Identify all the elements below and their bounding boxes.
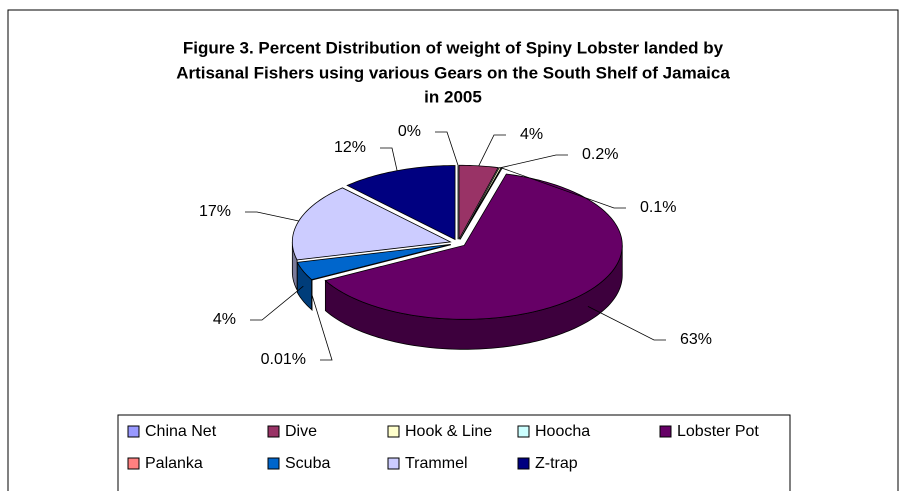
leader-line bbox=[250, 285, 304, 321]
legend-swatch bbox=[659, 425, 672, 438]
legend-label: Trammel bbox=[405, 455, 468, 472]
data-label: 0% bbox=[398, 123, 421, 140]
chart-title: Figure 3. Percent Distribution of weight… bbox=[183, 38, 724, 57]
data-label: 12% bbox=[334, 139, 366, 156]
chart-title: Artisanal Fishers using various Gears on… bbox=[176, 63, 730, 82]
legend-label: Palanka bbox=[145, 455, 203, 472]
legend-label: Hoocha bbox=[535, 423, 590, 440]
legend-swatch bbox=[517, 425, 530, 438]
leader-line bbox=[500, 154, 568, 169]
legend-swatch bbox=[127, 425, 140, 438]
legend-swatch bbox=[387, 457, 400, 470]
legend-label: Dive bbox=[285, 423, 317, 440]
slice bbox=[324, 173, 623, 320]
data-label: 0.1% bbox=[640, 199, 676, 216]
data-label: 17% bbox=[199, 203, 231, 220]
legend-swatch bbox=[127, 457, 140, 470]
slice bbox=[311, 244, 452, 281]
legend-box bbox=[117, 414, 791, 491]
legend-label: Z-trap bbox=[535, 455, 578, 472]
data-label: 0.2% bbox=[582, 146, 618, 163]
data-label: 4% bbox=[213, 311, 236, 328]
legend-label: Hook & Line bbox=[405, 423, 492, 440]
data-label: 63% bbox=[680, 331, 712, 348]
leader-line bbox=[380, 147, 398, 171]
legend-swatch bbox=[267, 425, 280, 438]
data-label: 4% bbox=[520, 126, 543, 143]
leader-line bbox=[245, 211, 299, 222]
legend-swatch bbox=[517, 457, 530, 470]
leader-line bbox=[435, 131, 459, 166]
chart-title: in 2005 bbox=[424, 87, 482, 106]
leader-line bbox=[587, 306, 666, 341]
slice bbox=[459, 167, 503, 240]
slice bbox=[296, 243, 451, 281]
data-label: 0.01% bbox=[261, 351, 306, 368]
legend-label: China Net bbox=[145, 423, 217, 440]
legend-label: Lobster Pot bbox=[677, 423, 759, 440]
slice-tops bbox=[291, 164, 623, 320]
leader-line bbox=[501, 167, 626, 209]
leader-line bbox=[478, 134, 506, 167]
legend-label: Scuba bbox=[285, 455, 330, 472]
legend-swatch bbox=[267, 457, 280, 470]
legend-swatch bbox=[387, 425, 400, 438]
leader-line bbox=[311, 294, 333, 361]
